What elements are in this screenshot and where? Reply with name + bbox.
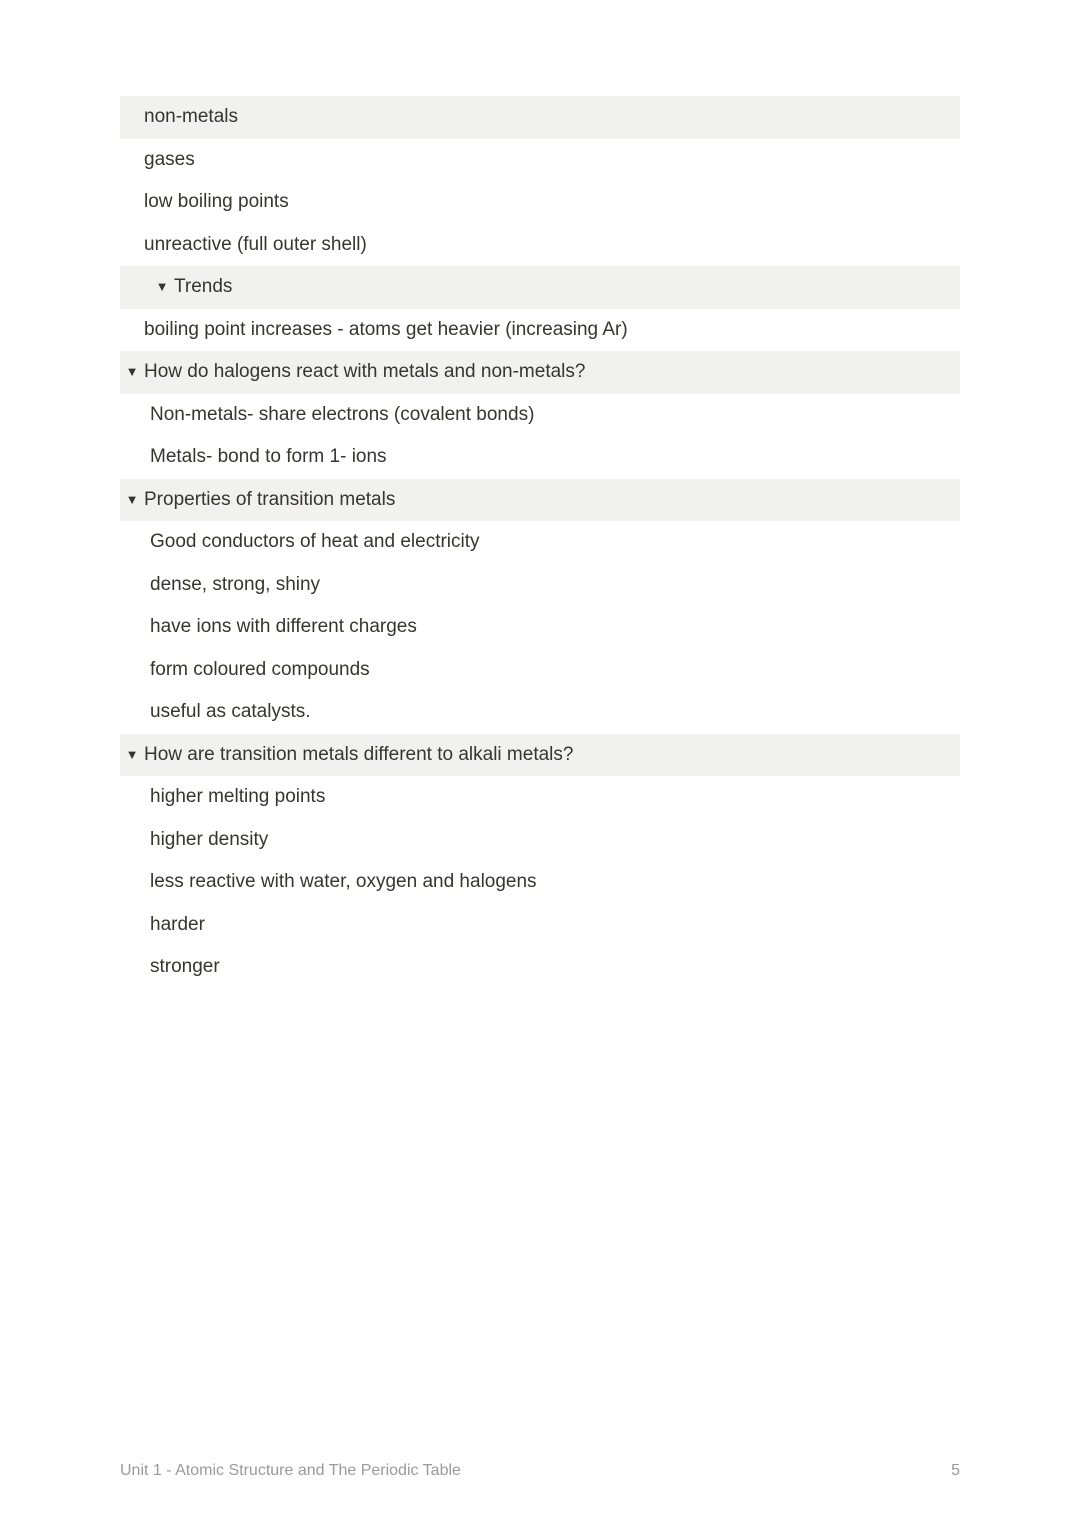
text-block: higher melting points: [120, 776, 960, 819]
block-text: How do halogens react with metals and no…: [144, 355, 958, 390]
text-block: useful as catalysts.: [120, 691, 960, 734]
page-content: non-metals gases low boiling points unreact…: [0, 0, 1080, 1049]
text-block: Good conductors of heat and electricity: [120, 521, 960, 564]
block-text: higher melting points: [150, 780, 958, 815]
chevron-down-icon[interactable]: ▼: [150, 270, 174, 297]
page-footer: Unit 1 - Atomic Structure and The Period…: [120, 1462, 960, 1480]
toggle-block[interactable]: ▼Trends: [120, 266, 960, 309]
text-block: stronger: [120, 946, 960, 989]
text-block: unreactive (full outer shell): [120, 224, 960, 267]
block-text: harder: [150, 908, 958, 943]
text-block: less reactive with water, oxygen and hal…: [120, 861, 960, 904]
text-block: Non-metals- share electrons (covalent bo…: [120, 394, 960, 437]
block-text: form coloured compounds: [150, 653, 958, 688]
text-block: gases: [120, 139, 960, 182]
text-block: Metals- bond to form 1- ions: [120, 436, 960, 479]
text-block: low boiling points: [120, 181, 960, 224]
block-text: Properties of transition metals: [144, 483, 958, 518]
text-block: dense, strong, shiny: [120, 564, 960, 607]
block-text: non-metals: [144, 100, 958, 135]
block-text: boiling point increases - atoms get heav…: [144, 313, 958, 348]
block-text: dense, strong, shiny: [150, 568, 958, 603]
block-text: low boiling points: [144, 185, 958, 220]
block-text: higher density: [150, 823, 958, 858]
block-text: useful as catalysts.: [150, 695, 958, 730]
footer-page-number: 5: [951, 1462, 960, 1480]
block-text: How are transition metals different to a…: [144, 738, 958, 773]
toggle-block[interactable]: ▼Properties of transition metals: [120, 479, 960, 522]
block-text: Good conductors of heat and electricity: [150, 525, 958, 560]
block-text: Trends: [174, 270, 958, 305]
chevron-down-icon[interactable]: ▼: [120, 738, 144, 765]
text-block: higher density: [120, 819, 960, 862]
text-block: boiling point increases - atoms get heav…: [120, 309, 960, 352]
text-block: have ions with different charges: [120, 606, 960, 649]
block-text: stronger: [150, 950, 958, 985]
block-text: Metals- bond to form 1- ions: [150, 440, 958, 475]
block-text: unreactive (full outer shell): [144, 228, 958, 263]
text-block: non-metals: [120, 96, 960, 139]
chevron-down-icon[interactable]: ▼: [120, 355, 144, 382]
text-block: form coloured compounds: [120, 649, 960, 692]
toggle-block[interactable]: ▼How are transition metals different to …: [120, 734, 960, 777]
block-text: Non-metals- share electrons (covalent bo…: [150, 398, 958, 433]
chevron-down-icon[interactable]: ▼: [120, 483, 144, 510]
block-text: gases: [144, 143, 958, 178]
toggle-block[interactable]: ▼How do halogens react with metals and n…: [120, 351, 960, 394]
footer-title: Unit 1 - Atomic Structure and The Period…: [120, 1462, 461, 1480]
block-text: less reactive with water, oxygen and hal…: [150, 865, 958, 900]
block-text: have ions with different charges: [150, 610, 958, 645]
text-block: harder: [120, 904, 960, 947]
